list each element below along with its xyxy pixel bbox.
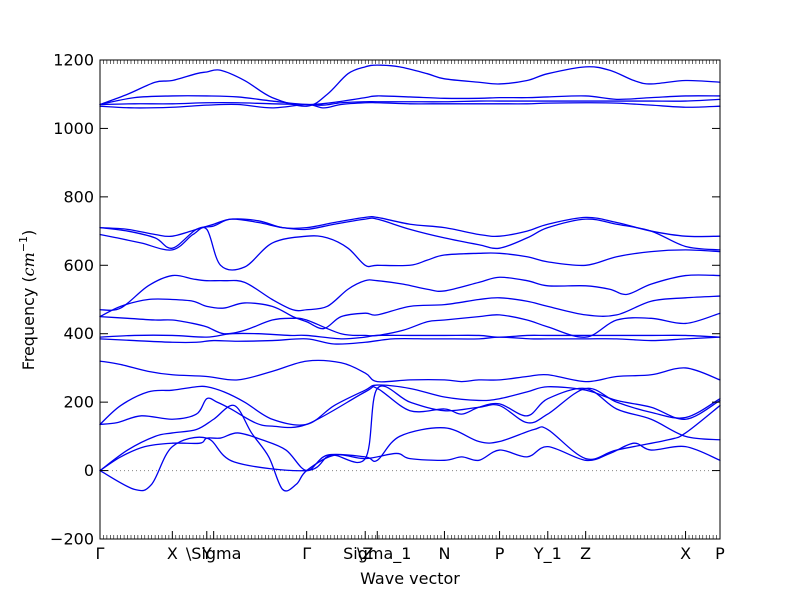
- y-tick-label: −200: [50, 530, 94, 549]
- x-tick-label: X: [167, 544, 178, 563]
- x-axis-label: Wave vector: [360, 569, 460, 588]
- band-12: [99, 226, 721, 271]
- x-tick-label: Γ: [96, 544, 105, 563]
- x-tick-label: \Sigma: [186, 544, 242, 563]
- x-tick-label: X: [680, 544, 691, 563]
- x-tick-label: Z: [580, 544, 591, 563]
- band-2: [99, 404, 721, 472]
- y-axis-label-exponent: −1: [17, 236, 30, 252]
- x-tick-label: P: [715, 544, 725, 563]
- band-8: [99, 332, 721, 340]
- x-tick-label: P: [495, 544, 505, 563]
- x-tick-label: N: [438, 544, 450, 563]
- y-tick-label: 0: [84, 461, 94, 480]
- x-tick-label: Y: [201, 544, 212, 563]
- y-tick-label: 600: [63, 256, 94, 275]
- x-tick-label: Γ: [302, 544, 311, 563]
- ticks-layer: −200 0 200 400 600 800 1000 1200 Γ X Y\Sigma Γ \ZSig…: [50, 51, 725, 565]
- y-axis-label-unit: cm: [19, 252, 38, 276]
- y-tick-label: 800: [63, 187, 94, 206]
- y-tick-label: 200: [63, 393, 94, 412]
- band-16: [99, 98, 721, 106]
- band-17: [99, 95, 721, 106]
- band-11: [99, 274, 721, 312]
- x-tick-label: Sigma_1: [343, 544, 411, 564]
- band-18: [99, 64, 721, 107]
- y-tick-label: 1200: [53, 51, 94, 70]
- band-7: [99, 336, 721, 345]
- band-10: [99, 295, 721, 330]
- band-3: [99, 404, 721, 492]
- y-axis-label-suffix: ): [19, 230, 38, 236]
- band-9: [99, 312, 721, 338]
- labels-layer: Wave vector Frequency (cm−1): [17, 230, 460, 588]
- band-14: [99, 215, 721, 238]
- y-tick-label: 400: [63, 324, 94, 343]
- band-6: [99, 359, 721, 383]
- x-tick-label: Y_1: [533, 544, 562, 564]
- y-tick-label: 1000: [53, 119, 94, 138]
- x-tick-label: \Z: [357, 544, 373, 563]
- y-axis-label: Frequency (cm−1): [17, 230, 38, 371]
- band-4: [99, 385, 721, 441]
- band-5: [99, 384, 721, 426]
- band-15: [99, 101, 721, 109]
- y-axis-label-prefix: Frequency (: [19, 276, 38, 370]
- bands-layer: [99, 64, 721, 492]
